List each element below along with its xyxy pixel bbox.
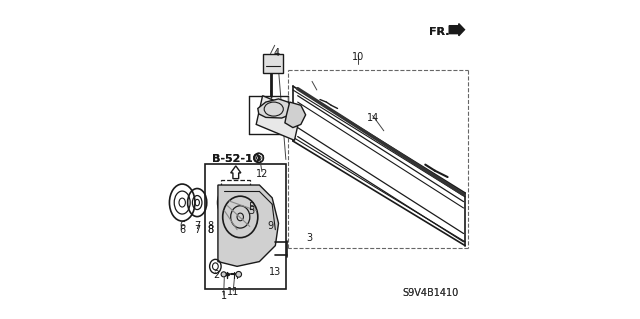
Text: S9V4B1410: S9V4B1410 bbox=[402, 288, 458, 298]
Text: 10: 10 bbox=[352, 52, 364, 63]
Ellipse shape bbox=[221, 272, 226, 277]
Bar bbox=[221, 180, 250, 225]
Text: B-52-10: B-52-10 bbox=[212, 154, 260, 165]
Bar bbox=[205, 164, 286, 289]
Text: FR.: FR. bbox=[429, 27, 449, 37]
Text: 5: 5 bbox=[248, 202, 255, 212]
Text: 1: 1 bbox=[221, 291, 227, 301]
FancyArrow shape bbox=[449, 24, 465, 36]
Text: B-52-10: B-52-10 bbox=[212, 154, 260, 165]
Text: FR.: FR. bbox=[429, 27, 449, 37]
Polygon shape bbox=[218, 185, 278, 266]
Text: 6: 6 bbox=[179, 225, 185, 235]
Polygon shape bbox=[258, 99, 293, 118]
Text: 6: 6 bbox=[179, 220, 185, 231]
Polygon shape bbox=[285, 102, 306, 128]
Text: 13: 13 bbox=[269, 267, 281, 277]
FancyArrow shape bbox=[230, 166, 241, 179]
Text: 7: 7 bbox=[194, 225, 200, 235]
Text: 3: 3 bbox=[307, 233, 313, 243]
Text: 5: 5 bbox=[248, 205, 255, 216]
Text: 8: 8 bbox=[208, 225, 214, 235]
Polygon shape bbox=[256, 96, 301, 140]
Text: 4: 4 bbox=[274, 48, 280, 58]
Text: 9: 9 bbox=[268, 221, 274, 232]
Text: 14: 14 bbox=[367, 113, 379, 123]
Text: 11: 11 bbox=[227, 287, 239, 297]
Text: 7: 7 bbox=[194, 220, 200, 231]
Text: 8: 8 bbox=[208, 225, 214, 235]
Ellipse shape bbox=[236, 271, 241, 277]
Text: S9V4B1410: S9V4B1410 bbox=[402, 288, 458, 298]
Text: 12: 12 bbox=[256, 169, 268, 179]
Text: 8: 8 bbox=[208, 220, 214, 231]
Ellipse shape bbox=[247, 190, 264, 215]
Bar bbox=[262, 54, 284, 73]
Text: 2: 2 bbox=[213, 270, 220, 280]
